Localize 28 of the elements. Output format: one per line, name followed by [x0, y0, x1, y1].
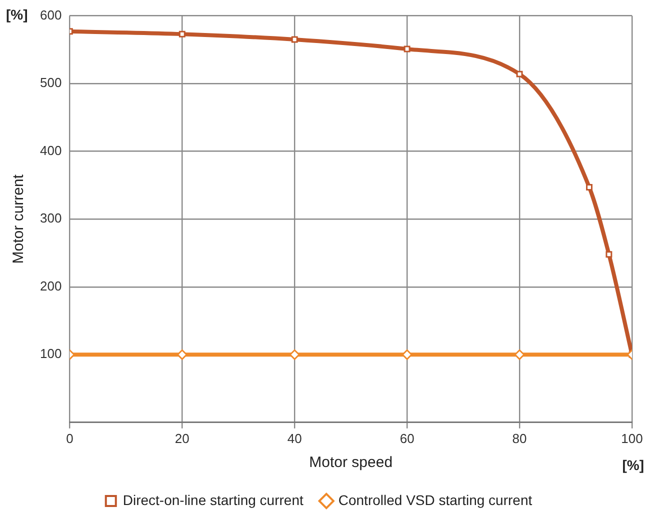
point — [291, 36, 298, 43]
x-tick-label: 60 — [400, 430, 414, 446]
text: [%] — [6, 6, 28, 23]
point — [606, 251, 612, 258]
point — [514, 349, 525, 360]
point — [516, 70, 523, 78]
point — [586, 184, 592, 190]
point — [176, 349, 188, 360]
y-tick-label: 300 — [40, 210, 62, 226]
point — [402, 349, 412, 360]
x-tick-label: 100 — [621, 430, 643, 446]
x-tick-label: 20 — [174, 430, 190, 446]
legend-label: Direct-on-line starting current — [122, 492, 304, 508]
y-axis-title: Motor current — [10, 174, 28, 264]
x-tick-label: 80 — [512, 430, 527, 446]
point — [404, 46, 410, 52]
y-tick-label: 500 — [40, 75, 62, 90]
y-tick-label: 200 — [40, 278, 62, 294]
point — [178, 30, 186, 38]
x-axis-title: Motor speed — [309, 454, 393, 472]
y-tick-label: 400 — [40, 142, 62, 158]
point — [289, 349, 300, 360]
legend-label: Controlled VSD starting current — [338, 492, 532, 508]
x-tick-label: 0 — [66, 430, 74, 446]
text: [%] — [622, 456, 644, 473]
x-tick-label: 40 — [287, 430, 302, 446]
y-tick-label: 600 — [40, 7, 62, 22]
y-tick-label: 100 — [40, 346, 62, 362]
